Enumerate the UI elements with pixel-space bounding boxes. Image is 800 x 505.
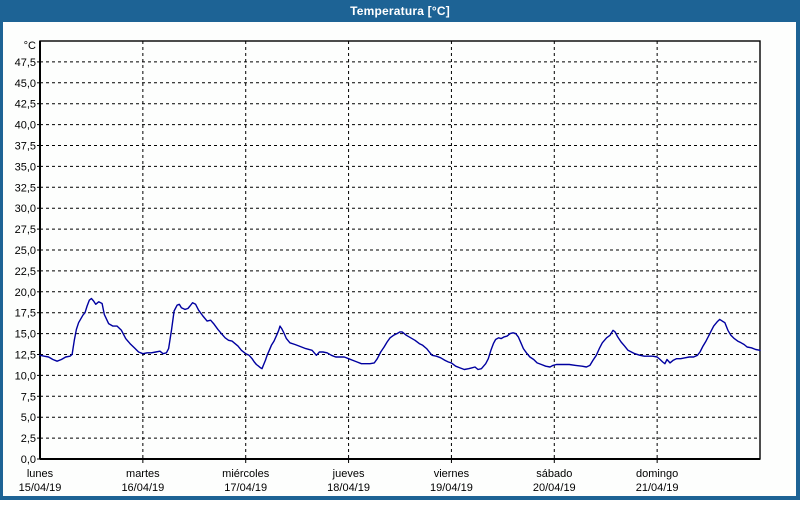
day-label: lunes [27,468,54,480]
date-label: 21/04/19 [636,482,679,494]
day-label: viernes [434,468,470,480]
y-tick-label: 20,0 [15,287,36,299]
y-tick-label: 2,5 [21,433,36,445]
date-label: 19/04/19 [430,482,473,494]
y-tick-label: 42,5 [15,99,36,111]
date-label: 17/04/19 [224,482,267,494]
date-label: 15/04/19 [19,482,62,494]
y-tick-label: 35,0 [15,161,36,173]
day-label: domingo [636,468,678,480]
y-tick-label: 47,5 [15,57,36,69]
temperature-chart: 0,0 2,5 5,0 7,5 10,0 12,5 15,0 17,5 20,0 22,5 25,0… [15,40,761,494]
date-label: 20/04/19 [533,482,576,494]
chart-region: 0,0 2,5 5,0 7,5 10,0 12,5 15,0 17,5 20,0 22,5 25,0… [0,22,800,500]
y-tick-label: 40,0 [15,120,36,132]
day-label: sábado [536,468,572,480]
y-tick-label: 25,0 [15,245,36,257]
y-tick-label: 32,5 [15,182,36,194]
y-tick-label: 5,0 [21,412,36,424]
y-tick-label: 10,0 [15,370,36,382]
y-tick-label: 45,0 [15,78,36,90]
date-label: 16/04/19 [121,482,164,494]
window-border-right [796,22,800,500]
day-label: jueves [332,468,365,480]
temperature-line [39,297,761,371]
window-border-left [0,22,3,500]
y-tick-label: 0,0 [21,454,36,466]
day-label: miércoles [222,468,270,480]
y-tick-label: 22,5 [15,266,36,278]
title-bar: Temperatura [°C] [0,0,800,22]
y-tick-label: 27,5 [15,224,36,236]
y-tick-label: 7,5 [21,391,36,403]
window-border-bottom [0,496,800,500]
y-tick-label: 37,5 [15,141,36,153]
y-axis-unit-label: °C [24,40,36,52]
day-label: martes [126,468,160,480]
y-tick-label: 15,0 [15,329,36,341]
date-label: 18/04/19 [327,482,370,494]
y-tick-label: 17,5 [15,308,36,320]
y-tick-label: 12,5 [15,350,36,362]
window-title: Temperatura [°C] [350,4,450,18]
y-tick-label: 30,0 [15,203,36,215]
